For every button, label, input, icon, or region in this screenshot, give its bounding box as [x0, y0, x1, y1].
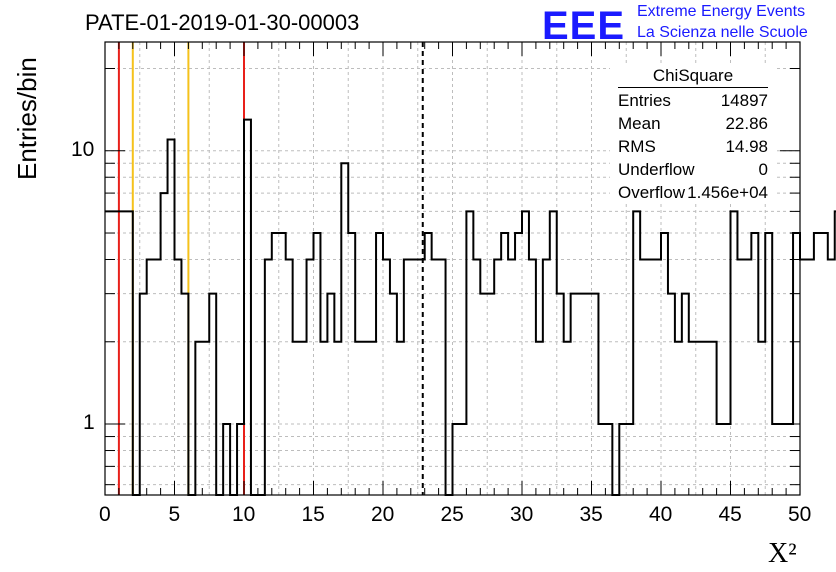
stats-label: Entries: [618, 91, 671, 110]
logo-line-1: Extreme Energy Events: [637, 3, 806, 20]
stats-label: Underflow: [618, 160, 695, 179]
x-tick-label: 35: [579, 503, 603, 526]
stats-label: RMS: [618, 137, 656, 156]
stats-row-rms: RMS 14.98: [610, 135, 776, 158]
y-axis-label: Entries/bin: [12, 57, 42, 180]
stats-value: 14897: [720, 91, 768, 110]
x-tick-label: 45: [718, 503, 742, 526]
stats-row-mean: Mean 22.86: [610, 112, 776, 135]
stats-value: 22.86: [725, 114, 768, 133]
plot-title: PATE-01-2019-01-30-00003: [85, 10, 360, 35]
x-tick-label: 25: [440, 503, 464, 526]
stats-label: Overflow: [618, 183, 686, 202]
marker-lines: [117, 42, 424, 495]
stats-row-underflow: Underflow 0: [610, 158, 776, 181]
stats-value: 0: [758, 160, 768, 179]
axes: [104, 41, 801, 496]
eee-logo: EEE: [542, 4, 626, 48]
x-tick-label: 15: [301, 503, 325, 526]
stats-row-overflow: Overflow 1.456e+04: [610, 181, 776, 204]
x-tick-label: 50: [788, 503, 812, 526]
x-tick-label: 30: [510, 503, 534, 526]
stats-box: ChiSquare Entries 14897 Mean 22.86 RMS 14.9…: [610, 66, 776, 204]
stats-value: 14.98: [725, 137, 768, 156]
y-tick-label: 1: [83, 411, 95, 435]
stats-header: ChiSquare: [618, 66, 768, 88]
x-tick-label: 5: [168, 503, 181, 526]
y-tick-label: 10: [71, 137, 95, 161]
grid: [105, 42, 800, 495]
x-tick-label: 0: [99, 503, 111, 526]
stats-value: 1.456e+04: [687, 183, 768, 202]
logo-line-2: La Scienza nelle Scuole: [637, 24, 808, 41]
x-tick-label: 40: [649, 503, 673, 526]
x-tick-label: 10: [232, 503, 256, 526]
x-tick-label: 20: [371, 503, 395, 526]
x-axis-label: X²: [768, 538, 797, 569]
stats-row-entries: Entries 14897: [610, 89, 776, 112]
stats-label: Mean: [618, 114, 661, 133]
